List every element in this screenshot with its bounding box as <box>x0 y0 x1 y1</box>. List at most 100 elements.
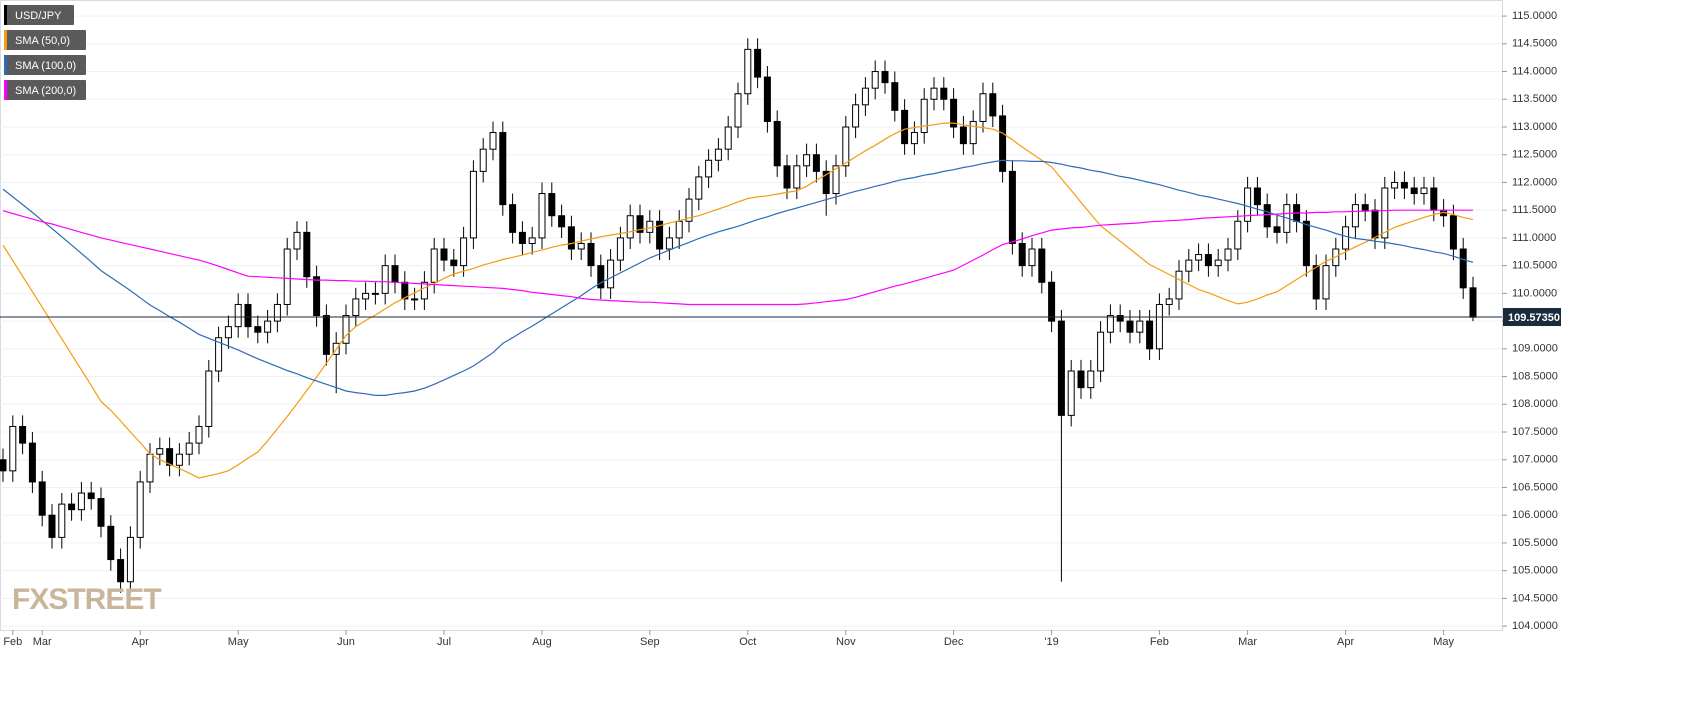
candle-body <box>1244 187 1252 222</box>
candle-body <box>1185 259 1193 272</box>
candle-body <box>430 248 438 283</box>
candle-body <box>264 320 272 333</box>
candle-body <box>1351 204 1359 228</box>
candle-body <box>1077 370 1085 389</box>
candle-body <box>58 503 66 538</box>
candle-body <box>842 126 850 167</box>
y-tick-label: 106.5000 <box>1512 481 1558 493</box>
x-tick-label: Jul <box>437 636 451 648</box>
candle-body <box>117 559 125 583</box>
plot-frame <box>0 0 1503 631</box>
candle-body <box>989 93 997 117</box>
y-tick-label: 111.5000 <box>1512 204 1556 216</box>
candle-body <box>1459 248 1467 289</box>
candle-body <box>1263 204 1271 228</box>
candle-body <box>479 148 487 172</box>
candle-body <box>822 170 830 195</box>
candle-body <box>1253 187 1261 206</box>
candle-body <box>303 231 311 278</box>
candle-body <box>1273 226 1281 233</box>
x-tick-label: Apr <box>132 636 149 648</box>
watermark: FXSTREET <box>12 583 161 616</box>
candle-body <box>1224 248 1232 261</box>
legend-label: USD/JPY <box>15 10 62 22</box>
candle-body <box>1048 281 1056 322</box>
candle-body <box>803 154 811 167</box>
candle-body <box>136 481 144 538</box>
y-tick-label: 110.0000 <box>1512 287 1557 299</box>
x-tick-label: May <box>228 636 249 648</box>
candle-body <box>783 165 791 189</box>
y-tick-label: 108.0000 <box>1512 398 1558 410</box>
candle-body <box>1038 248 1046 283</box>
x-tick-label: Mar <box>1238 636 1257 648</box>
y-tick-label: 114.5000 <box>1512 38 1557 50</box>
candle-body <box>685 198 693 222</box>
candle-body <box>871 71 879 89</box>
candle-body <box>1342 226 1350 250</box>
marks <box>0 38 1502 593</box>
candle-body <box>597 265 605 289</box>
candle-body <box>215 337 223 372</box>
candle-body <box>910 132 918 145</box>
candle-body <box>68 503 76 511</box>
candle-body <box>665 237 673 250</box>
candle-body <box>656 220 664 250</box>
candle-body <box>352 298 360 317</box>
candle-body <box>234 303 242 328</box>
candle-body <box>166 448 174 466</box>
candle-body <box>1420 187 1428 195</box>
candle-body <box>1400 181 1408 189</box>
candle-body <box>313 276 321 317</box>
candle-body <box>9 425 17 472</box>
legend-swatch <box>4 80 7 100</box>
candle-body <box>381 265 389 294</box>
candle-body <box>1391 181 1399 189</box>
candle-body <box>616 237 624 261</box>
candle-body <box>705 159 713 178</box>
candle-body <box>744 48 752 95</box>
x-tick-label: Jun <box>337 636 355 648</box>
candle-body <box>185 442 193 455</box>
x-tick-label: Feb <box>3 636 22 648</box>
x-tick-label: Apr <box>1337 636 1354 648</box>
y-tick-label: 109.0000 <box>1512 343 1558 355</box>
candle-body <box>146 453 154 483</box>
candle-body <box>273 303 281 322</box>
candle-body <box>607 259 615 289</box>
candle-body <box>293 231 301 250</box>
candle-body <box>1430 187 1438 211</box>
legend-box <box>4 55 86 75</box>
y-tick-label: 111.0000 <box>1512 232 1556 244</box>
candle-body <box>1449 215 1457 250</box>
candle-body <box>1204 254 1212 267</box>
candle-body <box>254 326 262 333</box>
candle-body <box>548 193 556 217</box>
candle-body <box>205 370 213 427</box>
axis: 104.0000 104.5000 105.0000 105.5000 106.0000… <box>3 10 1561 648</box>
candle-body <box>1371 209 1379 239</box>
x-tick-label: Sep <box>640 636 660 648</box>
candle-body <box>724 126 732 150</box>
candle-body <box>734 93 742 128</box>
sma-line <box>2 122 1474 479</box>
candle-body <box>499 132 507 206</box>
candle-body <box>469 170 477 239</box>
y-tick-label: 105.0000 <box>1512 565 1558 577</box>
y-tick-label: 113.5000 <box>1512 93 1557 105</box>
candle-body <box>881 71 889 84</box>
grid <box>0 15 1502 627</box>
legend-swatch <box>4 55 7 75</box>
candle-body <box>1410 187 1418 195</box>
candle-body <box>793 165 801 189</box>
candle-body <box>861 87 869 106</box>
candle-body <box>509 204 517 233</box>
sma-line <box>2 209 1473 306</box>
candle-body <box>1381 187 1389 239</box>
candle-body <box>577 242 585 250</box>
candle-body <box>1097 331 1105 372</box>
x-tick-label: Feb <box>1150 636 1169 648</box>
x-tick-label: Mar <box>33 636 52 648</box>
y-tick-label: 112.5000 <box>1512 149 1557 161</box>
